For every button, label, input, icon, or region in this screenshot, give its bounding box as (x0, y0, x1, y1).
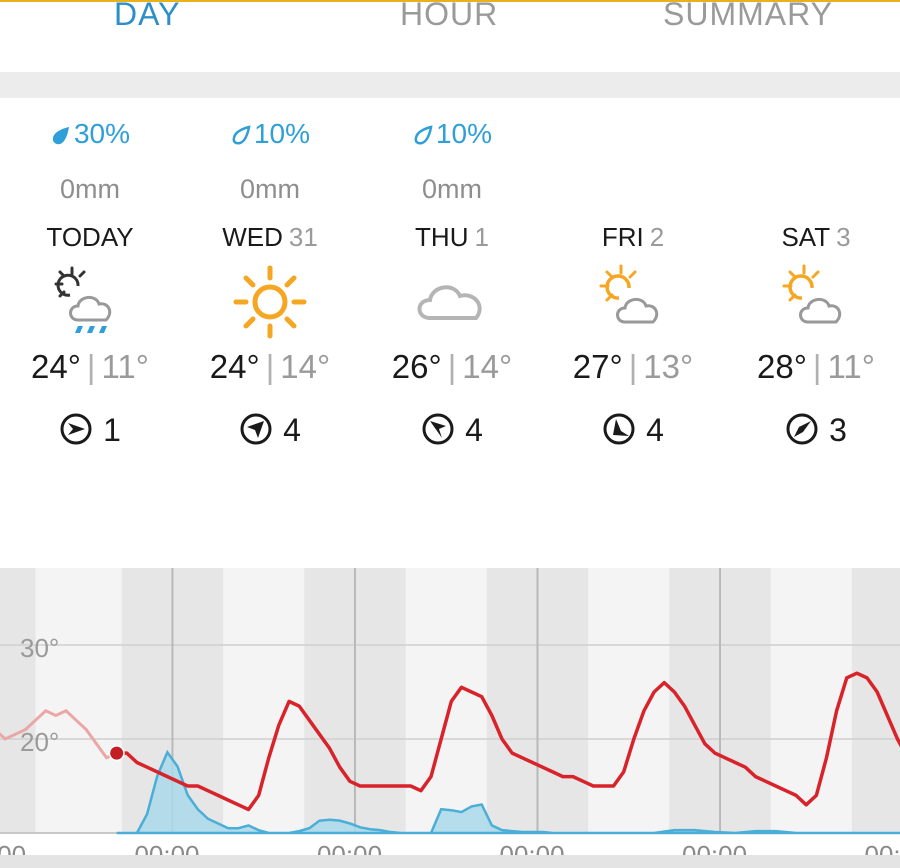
wind-speed: 4 (646, 412, 664, 448)
wind: 1 (0, 412, 180, 449)
low-temp: 11° (827, 348, 875, 385)
cloud-icon (417, 285, 482, 320)
wind: 4 (362, 412, 542, 449)
day-label: WED 31 (222, 222, 318, 252)
rain-amount: 0mm (240, 174, 300, 204)
tab-summary[interactable]: SUMMARY (663, 0, 833, 32)
sun-cloud-icon (782, 264, 842, 324)
temperature-range: 28° | 11° (757, 348, 875, 385)
day-label: THU 1 (415, 222, 489, 252)
sun-cloud-icon (599, 264, 659, 324)
day-label: TODAY (46, 222, 134, 252)
high-temp: 24° (31, 348, 81, 385)
temperature-range: 26° | 14° (391, 348, 513, 385)
high-temp: 26° (391, 348, 442, 385)
temperature-line (116, 671, 900, 812)
wind-arrow-icon (422, 413, 454, 445)
y-tick-label: 30° (20, 633, 59, 663)
precipitation-area (116, 749, 900, 835)
temperature-range: 24° | 14° (209, 348, 331, 385)
tab-bar: DAY HOUR SUMMARY (0, 0, 900, 72)
outline-drop-icon (232, 125, 251, 145)
wind-arrow-icon (60, 413, 92, 445)
bottom-divider (0, 855, 900, 868)
high-temp: 24° (209, 348, 260, 385)
low-temp: 14° (462, 348, 513, 385)
wind: 4 (543, 412, 723, 449)
wind-speed: 4 (465, 412, 483, 448)
night-band (851, 568, 900, 833)
night-band (0, 568, 36, 833)
filled-drop-icon (52, 127, 69, 145)
forecast-panel: 30% 0mm TODAY 24° | 11° 1 (0, 98, 900, 868)
temperature-range: 27° | 13° (572, 348, 694, 385)
wind-arrow-icon (240, 413, 272, 445)
y-tick-label: 20° (20, 727, 59, 757)
sun-icon (233, 265, 307, 339)
wind-arrow-icon (603, 413, 635, 445)
wind-arrow-icon (786, 413, 818, 445)
outline-drop-icon (414, 125, 433, 145)
rain-amount: 0mm (422, 174, 482, 204)
wind-speed: 1 (103, 412, 121, 448)
high-temp: 28° (757, 348, 807, 385)
tab-hour[interactable]: HOUR (400, 0, 499, 32)
wind: 4 (180, 412, 360, 449)
wind-speed: 3 (829, 412, 847, 448)
day-label: FRI 2 (601, 222, 665, 252)
temperature-range: 24° | 11° (31, 348, 149, 385)
sun-cloud-rain-icon (54, 266, 112, 333)
wind: 3 (726, 412, 900, 449)
low-temp: 13° (643, 348, 694, 385)
wind-speed: 4 (283, 412, 301, 448)
tab-day[interactable]: DAY (114, 0, 181, 32)
rain-chance: 10% (362, 118, 542, 150)
low-temp: 11° (101, 348, 149, 385)
low-temp: 14° (280, 348, 331, 385)
rain-chance: 30% (0, 118, 180, 150)
rain-chance: 10% (180, 118, 360, 150)
high-temp: 27° (572, 348, 623, 385)
current-time-marker (110, 746, 124, 760)
rain-amount: 0mm (60, 174, 120, 204)
past-temperature-line (0, 709, 118, 760)
day-label: SAT 3 (781, 222, 851, 252)
